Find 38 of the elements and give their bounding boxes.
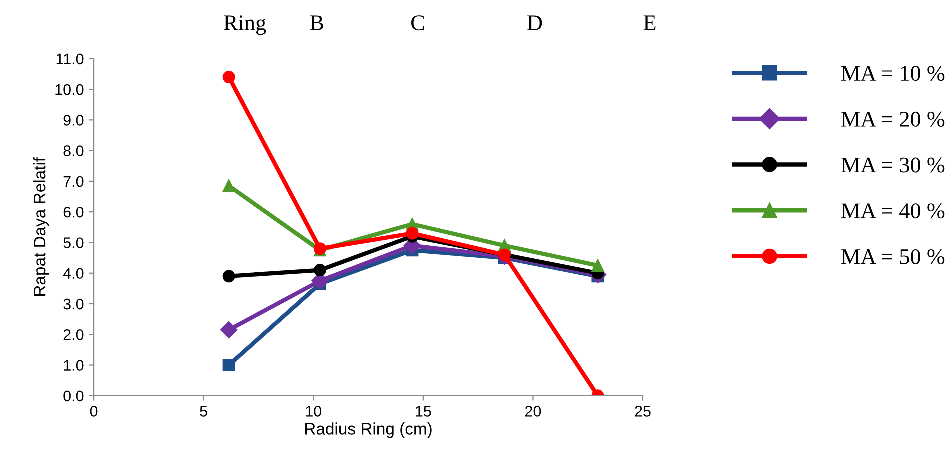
x-tick-label: 10 [306,406,322,417]
y-tick-label: 7.0 [64,176,84,188]
point [222,71,236,84]
legend-label: MA = 50 % [842,249,945,265]
legend-label: MA = 40 % [842,204,945,219]
y-tick-label: 5.0 [64,238,84,248]
y-tick-label: 9.0 [64,115,84,126]
point [592,259,604,272]
x-tick-label: 15 [416,406,432,417]
y-tick-label: 2.0 [64,330,84,340]
text: B [310,16,324,30]
text: E [644,16,656,30]
y-tick-label: 1.0 [64,360,84,371]
y-tick-label: 3.0 [64,298,84,310]
point [220,321,238,339]
point [314,264,326,277]
x-axis-title: Radius Ring (cm) [306,422,432,438]
legend-label: MA = 30 % [842,158,945,173]
y-axis-title: Rapat Daya Relatif [33,157,50,296]
x-tick-label: 20 [525,406,542,417]
text: Ring [224,16,266,36]
legend-label: MA = 20 % [842,112,945,127]
y-tick-label: 10.0 [56,84,84,96]
point [222,359,236,372]
y-tick-label: 11.0 [56,54,84,65]
y-tick-label: 6.0 [64,206,84,218]
point [222,270,236,283]
text: C [412,16,424,31]
x-tick-label: 0 [90,406,98,417]
y-tick-label: 0.0 [64,390,84,402]
point [222,180,236,192]
x-tick-label: 25 [635,406,651,417]
text: D [528,16,542,30]
point [406,227,419,240]
y-tick-label: 4.0 [63,268,84,280]
legend-label: MA = 10 % [842,66,945,82]
y-tick-label: 8.0 [64,146,84,156]
x-tick-label: 5 [200,406,208,417]
